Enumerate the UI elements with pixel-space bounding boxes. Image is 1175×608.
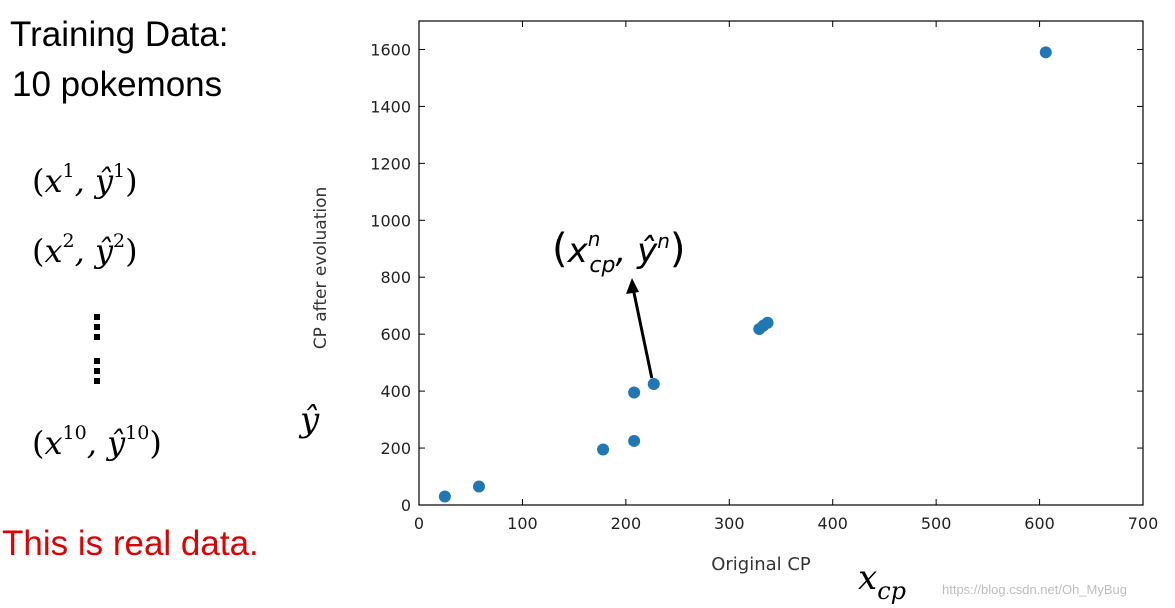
y-axis-label: CP after evoluation: [311, 187, 331, 350]
data-point: [628, 434, 641, 447]
x-tick-label: 500: [921, 514, 952, 533]
y-tick-label: 400: [380, 382, 411, 401]
x-cp-symbol: xcp: [858, 558, 906, 605]
x-tick-label: 300: [714, 514, 745, 533]
training-data-title: Training Data:: [10, 15, 229, 54]
x-tick-label: 0: [414, 514, 424, 533]
data-point: [1039, 46, 1052, 59]
x-tick-label: 200: [611, 514, 642, 533]
y-tick-label: 1000: [370, 211, 411, 230]
pair-1: (x1, ŷ1): [32, 160, 138, 200]
x-tick-label: 600: [1024, 514, 1055, 533]
pair-10: (x10, ŷ10): [32, 422, 162, 462]
annotation-arrow-line: [631, 287, 654, 379]
annotation-label: (xn cp, ŷn): [552, 226, 686, 278]
data-point: [597, 443, 610, 456]
data-point: [761, 316, 774, 329]
annotation-arrowhead: [626, 278, 639, 294]
y-tick-label: 1400: [370, 97, 411, 116]
data-point: [647, 378, 660, 390]
y-tick-label: 200: [380, 439, 411, 458]
x-tick-label: 700: [1128, 514, 1159, 533]
vertical-ellipsis: [94, 314, 100, 384]
data-point: [438, 490, 451, 503]
x-tick-label: 400: [817, 514, 848, 533]
y-tick-label: 800: [380, 268, 411, 287]
data-point: [472, 480, 485, 493]
y-tick-label: 0: [401, 496, 411, 515]
x-axis-label: Original CP: [711, 554, 811, 575]
training-data-count: 10 pokemons: [12, 65, 223, 104]
pair-2: (x2, ŷ2): [32, 230, 138, 270]
y-tick-label: 1600: [370, 40, 411, 59]
real-data-note: This is real data.: [2, 524, 259, 563]
x-tick-label: 100: [507, 514, 538, 533]
plot-frame: [418, 20, 1144, 506]
y-hat-symbol: ŷ: [300, 400, 320, 440]
data-point: [628, 386, 641, 399]
watermark: https://blog.csdn.net/Oh_MyBug: [942, 582, 1127, 597]
y-tick-label: 1200: [370, 154, 411, 173]
y-tick-label: 600: [380, 325, 411, 344]
